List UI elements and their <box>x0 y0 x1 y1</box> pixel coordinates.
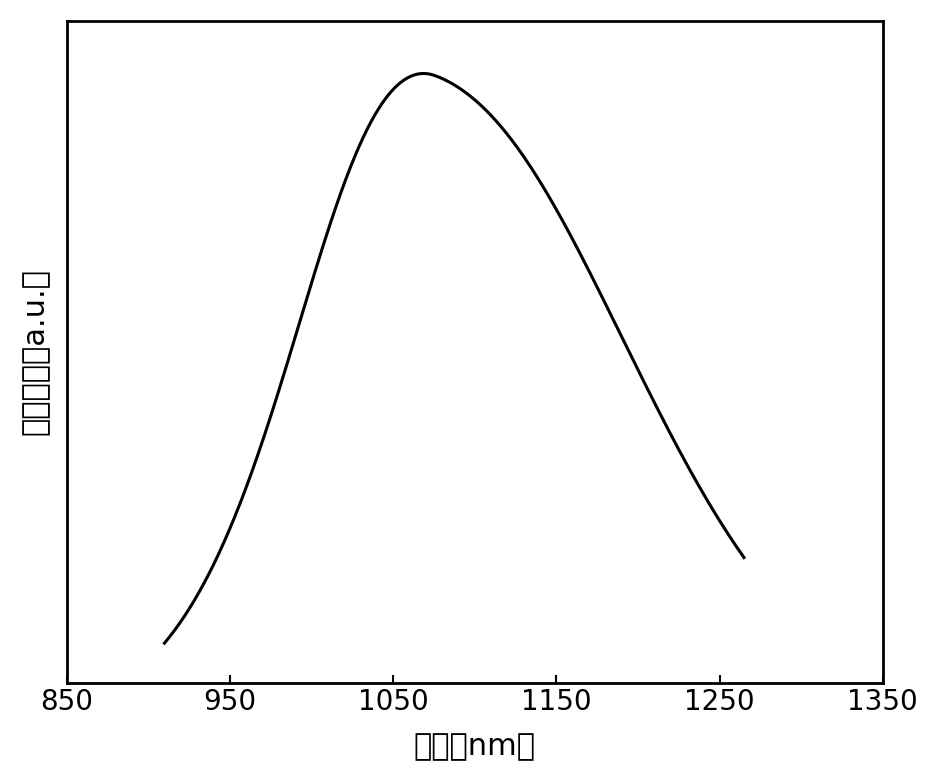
X-axis label: 波长（nm）: 波长（nm） <box>414 732 535 761</box>
Y-axis label: 荧光强度（a.u.）: 荧光强度（a.u.） <box>21 268 50 435</box>
